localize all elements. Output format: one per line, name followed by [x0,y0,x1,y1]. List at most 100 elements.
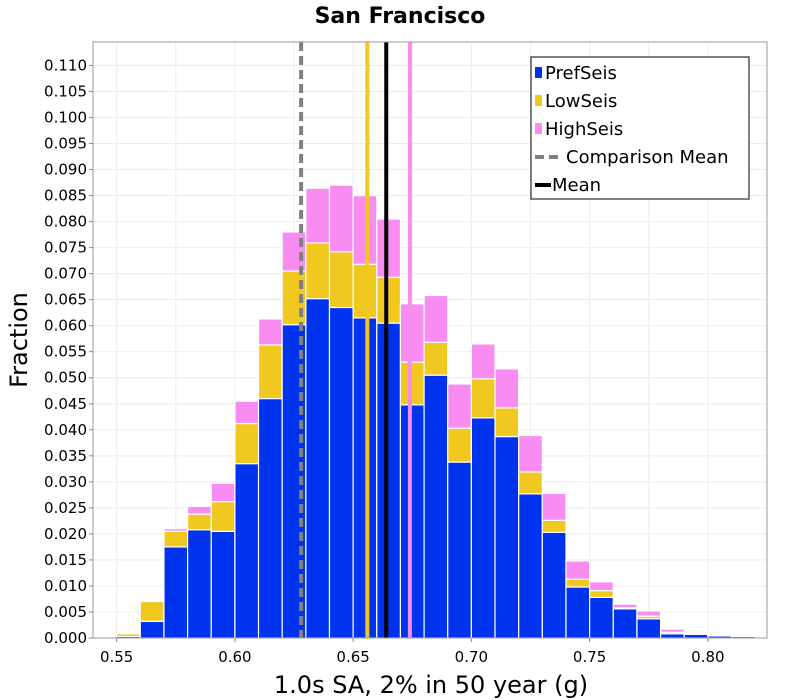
legend-label: Comparison Mean [566,147,729,168]
bar-prefseis [589,596,614,639]
y-tick-label: 0.030 [44,473,87,491]
y-tick-label: 0.050 [44,369,87,387]
bars [116,184,756,639]
x-tick-label: 0.65 [336,648,369,666]
bar-prefseis [612,608,638,639]
x-axis-label: 1.0s SA, 2% in 50 year (g) [274,671,588,699]
bar-lowseis [565,578,591,588]
bar-prefseis [186,529,212,639]
y-tick-label: 0.015 [44,551,87,569]
y-tick-label: 0.080 [44,213,87,231]
y-tick-label: 0.100 [44,108,87,126]
bar-lowseis [589,590,614,598]
bar-highseis [163,528,189,532]
bar-highseis [470,343,496,380]
bar-highseis [447,383,472,429]
bar-prefseis [447,461,472,639]
bar-highseis [659,628,685,633]
x-tick-label: 0.70 [455,648,488,666]
legend-swatch-prefseis [535,67,542,78]
bar-highseis [707,633,733,636]
mean-lines [299,42,412,638]
bar-highseis [186,505,212,515]
x-tick-label: 0.75 [573,648,606,666]
y-tick-label: 0.085 [44,187,87,205]
bar-lowseis [163,530,189,548]
bar-lowseis [518,471,543,495]
bar-prefseis [399,404,425,639]
y-tick-label: 0.025 [44,499,87,517]
bar-highseis [328,184,354,253]
legend-swatch-highseis [535,123,542,134]
bar-highseis [399,303,425,363]
bar-highseis [730,634,756,637]
y-tick-label: 0.060 [44,317,87,335]
bar-lowseis [352,263,378,319]
bar-highseis [257,318,283,346]
bar-lowseis [376,276,402,324]
bar-lowseis [423,341,449,376]
bar-prefseis [210,530,236,639]
y-axis-label: Fraction [5,292,33,388]
bar-prefseis [518,493,543,639]
bar-highseis [305,187,331,244]
bar-lowseis [541,519,567,533]
x-tick-label: 0.60 [218,648,251,666]
bar-highseis [376,218,402,278]
bar-highseis [541,492,567,521]
y-tick-label: 0.075 [44,239,87,257]
bar-lowseis [210,501,236,532]
bar-lowseis [447,427,472,463]
bar-lowseis [257,344,283,400]
y-tick-label: 0.005 [44,603,87,621]
bar-prefseis [659,633,685,639]
legend: PrefSeis LowSeis HighSeis Comparison Mean Me… [530,56,750,200]
bar-lowseis [234,422,260,465]
bar-highseis [612,603,638,609]
bar-lowseis [494,407,520,438]
y-tick-label: 0.070 [44,265,87,283]
bar-highseis [210,482,236,503]
legend-label: HighSeis [545,119,623,140]
bar-lowseis [399,361,425,406]
bar-prefseis [565,586,591,639]
y-tick-label: 0.090 [44,161,87,179]
y-tick-label: 0.095 [44,135,87,153]
y-tick-label: 0.035 [44,447,87,465]
x-axis-ticks: 0.55 0.60 0.65 0.70 0.75 0.80 [100,638,725,666]
bar-lowseis [470,378,496,419]
bar-prefseis [376,322,402,639]
legend-swatch-lowseis [535,95,542,106]
bar-prefseis [305,298,331,639]
x-tick-label: 0.80 [691,648,724,666]
bar-prefseis [234,463,260,639]
plot-border [92,41,768,639]
bar-highseis [234,400,260,425]
bar-highseis [636,610,662,617]
bar-prefseis [541,531,567,639]
legend-label: LowSeis [545,91,617,112]
bar-highseis [589,581,614,592]
bar-lowseis [139,600,165,622]
bar-prefseis [352,317,378,639]
legend-label: PrefSeis [545,63,617,84]
bar-prefseis [494,435,520,639]
bar-highseis [281,231,307,272]
bar-highseis [494,368,520,409]
bar-prefseis [163,546,189,639]
y-tick-label: 0.010 [44,577,87,595]
y-tick-label: 0.020 [44,525,87,543]
y-tick-label: 0.045 [44,395,87,413]
y-tick-label: 0.055 [44,343,87,361]
bar-prefseis [423,374,449,639]
y-tick-label: 0.065 [44,291,87,309]
bar-highseis [565,560,591,580]
bar-highseis [352,194,378,265]
y-tick-label: 0.105 [44,82,87,100]
chart-title: San Francisco [315,4,486,29]
y-tick-label: 0.110 [44,56,87,74]
bar-highseis [683,632,709,635]
bar-prefseis [470,417,496,639]
bar-lowseis [305,242,331,300]
